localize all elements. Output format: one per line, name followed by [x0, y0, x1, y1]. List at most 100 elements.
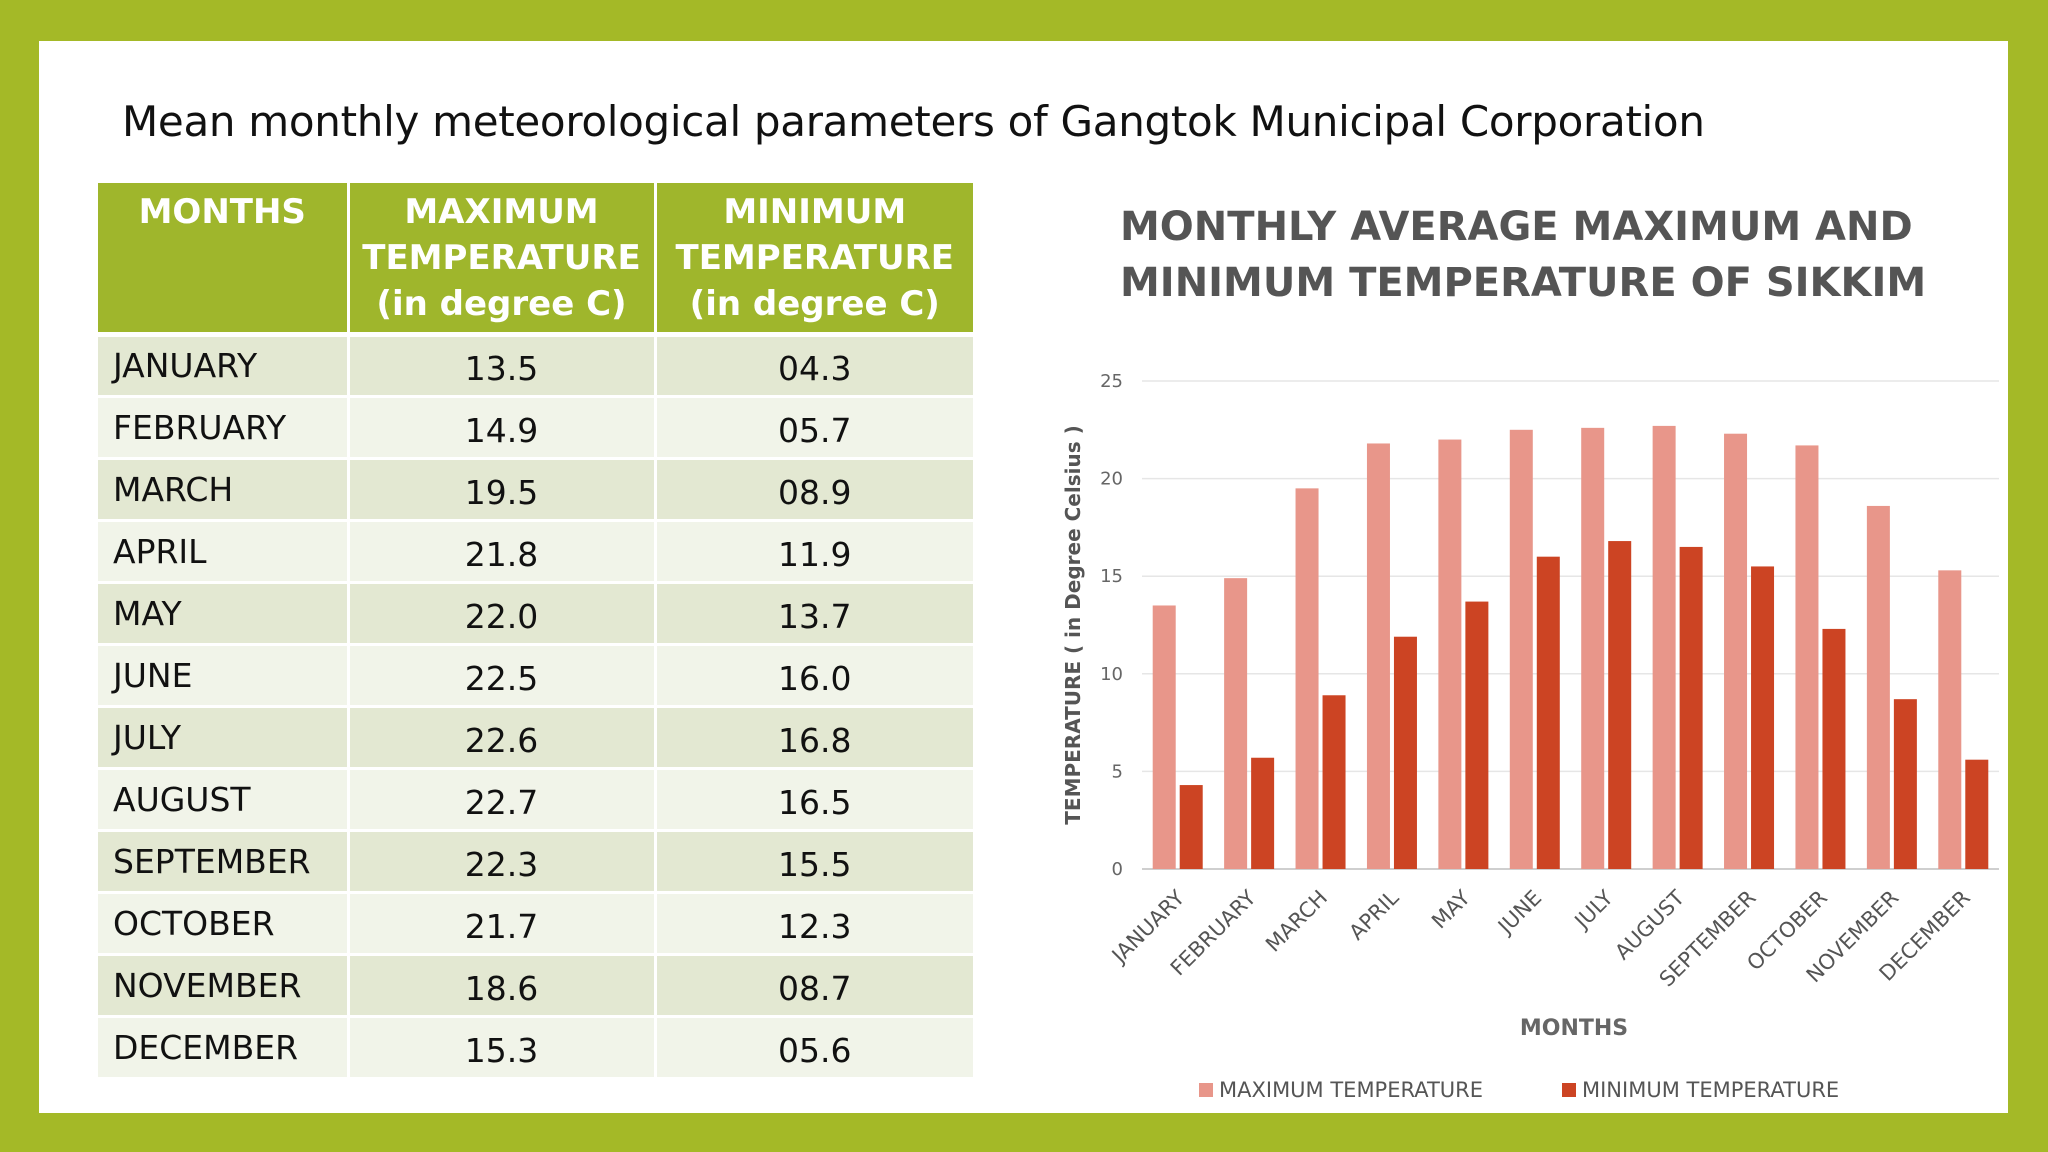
x-axis-title: MONTHS — [1520, 1016, 1628, 1041]
min-temp-bar — [1751, 566, 1775, 869]
table-row: FEBRUARY 14.9 05.7 — [98, 396, 973, 460]
y-tick-label: 5 — [1112, 761, 1123, 782]
max-temp-bar — [1366, 443, 1390, 869]
table-header-text: (in degree C) — [376, 284, 627, 324]
month-cell: FEBRUARY — [98, 396, 350, 460]
max-temp-bar — [1938, 570, 1962, 869]
table-row: OCTOBER 21.7 12.3 — [98, 892, 973, 956]
max-temp-bar — [1438, 439, 1462, 869]
table-header-text: MINIMUM — [723, 192, 907, 232]
y-axis-title: TEMPERATURE ( in Degree Celsius ) — [1061, 425, 1085, 824]
table-header-cell: MAXIMUM TEMPERATURE (in degree C) — [348, 183, 657, 337]
max-temp-cell: 22.7 — [348, 768, 657, 832]
max-temp-cell: 15.3 — [348, 1016, 657, 1080]
max-temp-cell: 13.5 — [348, 334, 657, 398]
max-temp-cell: 22.0 — [348, 582, 657, 646]
min-temp-cell: 13.7 — [655, 582, 973, 646]
min-temp-bar — [1679, 546, 1703, 869]
table-header-text: (in degree C) — [689, 284, 940, 324]
x-category-label: MAY — [1427, 885, 1475, 933]
min-temp-bar — [1608, 541, 1632, 869]
max-temp-cell: 22.5 — [348, 644, 657, 708]
month-cell: APRIL — [98, 520, 350, 584]
x-category-label: APRIL — [1344, 885, 1403, 944]
min-temp-bar — [1965, 759, 1989, 869]
table-row: MAY 22.0 13.7 — [98, 582, 973, 646]
month-cell: OCTOBER — [98, 892, 350, 956]
chart-title-line-2: MINIMUM TEMPERATURE OF SIKKIM — [1120, 260, 1927, 306]
table-header-row: MONTHS MAXIMUM TEMPERATURE (in degree C) MIN… — [98, 183, 973, 337]
slide: Mean monthly meteorological parameters o… — [39, 41, 2008, 1113]
max-temp-cell: 18.6 — [348, 954, 657, 1018]
min-temp-bar — [1393, 636, 1417, 869]
min-temp-cell: 12.3 — [655, 892, 973, 956]
min-temp-cell: 16.8 — [655, 706, 973, 770]
max-temp-cell: 21.7 — [348, 892, 657, 956]
page-title: Mean monthly meteorological parameters o… — [122, 97, 1705, 146]
table-header-text: TEMPERATURE — [675, 238, 954, 278]
max-temp-cell: 14.9 — [348, 396, 657, 460]
month-cell: JANUARY — [98, 334, 350, 398]
temperature-table: MONTHS MAXIMUM TEMPERATURE (in degree C) MIN… — [98, 183, 973, 1080]
min-temp-cell: 08.7 — [655, 954, 973, 1018]
max-temp-bar — [1509, 429, 1533, 869]
max-temp-bar — [1652, 425, 1676, 869]
min-temp-cell: 16.0 — [655, 644, 973, 708]
max-temp-cell: 22.3 — [348, 830, 657, 894]
table-header-text: MAXIMUM — [404, 192, 599, 232]
x-category-label: JULY — [1569, 885, 1618, 934]
table-row: JULY 22.6 16.8 — [98, 706, 973, 770]
x-category-label: JUNE — [1492, 886, 1546, 940]
y-tick-label: 25 — [1100, 371, 1123, 392]
month-cell: AUGUST — [98, 768, 350, 832]
x-category-label: MARCH — [1261, 886, 1332, 957]
min-temp-cell: 15.5 — [655, 830, 973, 894]
y-tick-label: 10 — [1100, 664, 1123, 685]
month-cell: MARCH — [98, 458, 350, 522]
table-header-cell: MINIMUM TEMPERATURE (in degree C) — [655, 183, 973, 337]
table-row: SEPTEMBER 22.3 15.5 — [98, 830, 973, 894]
min-temp-cell: 04.3 — [655, 334, 973, 398]
month-cell: JUNE — [98, 644, 350, 708]
table-row: APRIL 21.8 11.9 — [98, 520, 973, 584]
min-temp-bar — [1251, 757, 1275, 869]
table-row: NOVEMBER 18.6 08.7 — [98, 954, 973, 1018]
table-row: JANUARY 13.5 04.3 — [98, 334, 973, 398]
max-temp-bar — [1724, 433, 1748, 869]
max-temp-bar — [1295, 488, 1319, 869]
chart-title-line-1: MONTHLY AVERAGE MAXIMUM AND — [1120, 204, 1913, 250]
table-row: AUGUST 22.7 16.5 — [98, 768, 973, 832]
y-tick-label: 20 — [1100, 469, 1123, 490]
month-cell: JULY — [98, 706, 350, 770]
table-row: DECEMBER 15.3 05.6 — [98, 1016, 973, 1080]
min-temp-bar — [1536, 556, 1560, 869]
legend-swatch-min — [1562, 1083, 1576, 1097]
max-temp-cell: 22.6 — [348, 706, 657, 770]
min-temp-bar — [1893, 699, 1917, 869]
max-temp-cell: 19.5 — [348, 458, 657, 522]
month-cell: MAY — [98, 582, 350, 646]
max-temp-cell: 21.8 — [348, 520, 657, 584]
legend-swatch-max — [1199, 1083, 1213, 1097]
min-temp-cell: 05.7 — [655, 396, 973, 460]
table-row: JUNE 22.5 16.0 — [98, 644, 973, 708]
table-header-text: TEMPERATURE — [362, 238, 641, 278]
min-temp-bar — [1179, 785, 1203, 869]
max-temp-bar — [1795, 445, 1819, 869]
min-temp-bar — [1465, 601, 1489, 869]
y-tick-label: 0 — [1112, 859, 1123, 880]
max-temp-bar — [1581, 427, 1605, 869]
max-temp-bar — [1866, 505, 1890, 869]
min-temp-cell: 05.6 — [655, 1016, 973, 1080]
min-temp-cell: 11.9 — [655, 520, 973, 584]
table-header-cell: MONTHS — [98, 183, 350, 337]
max-temp-bar — [1224, 578, 1248, 869]
min-temp-cell: 08.9 — [655, 458, 973, 522]
legend-label-max: MAXIMUM TEMPERATURE — [1219, 1078, 1483, 1101]
min-temp-cell: 16.5 — [655, 768, 973, 832]
max-temp-bar — [1152, 605, 1176, 869]
min-temp-bar — [1322, 695, 1346, 869]
month-cell: DECEMBER — [98, 1016, 350, 1080]
y-tick-label: 15 — [1100, 566, 1123, 587]
